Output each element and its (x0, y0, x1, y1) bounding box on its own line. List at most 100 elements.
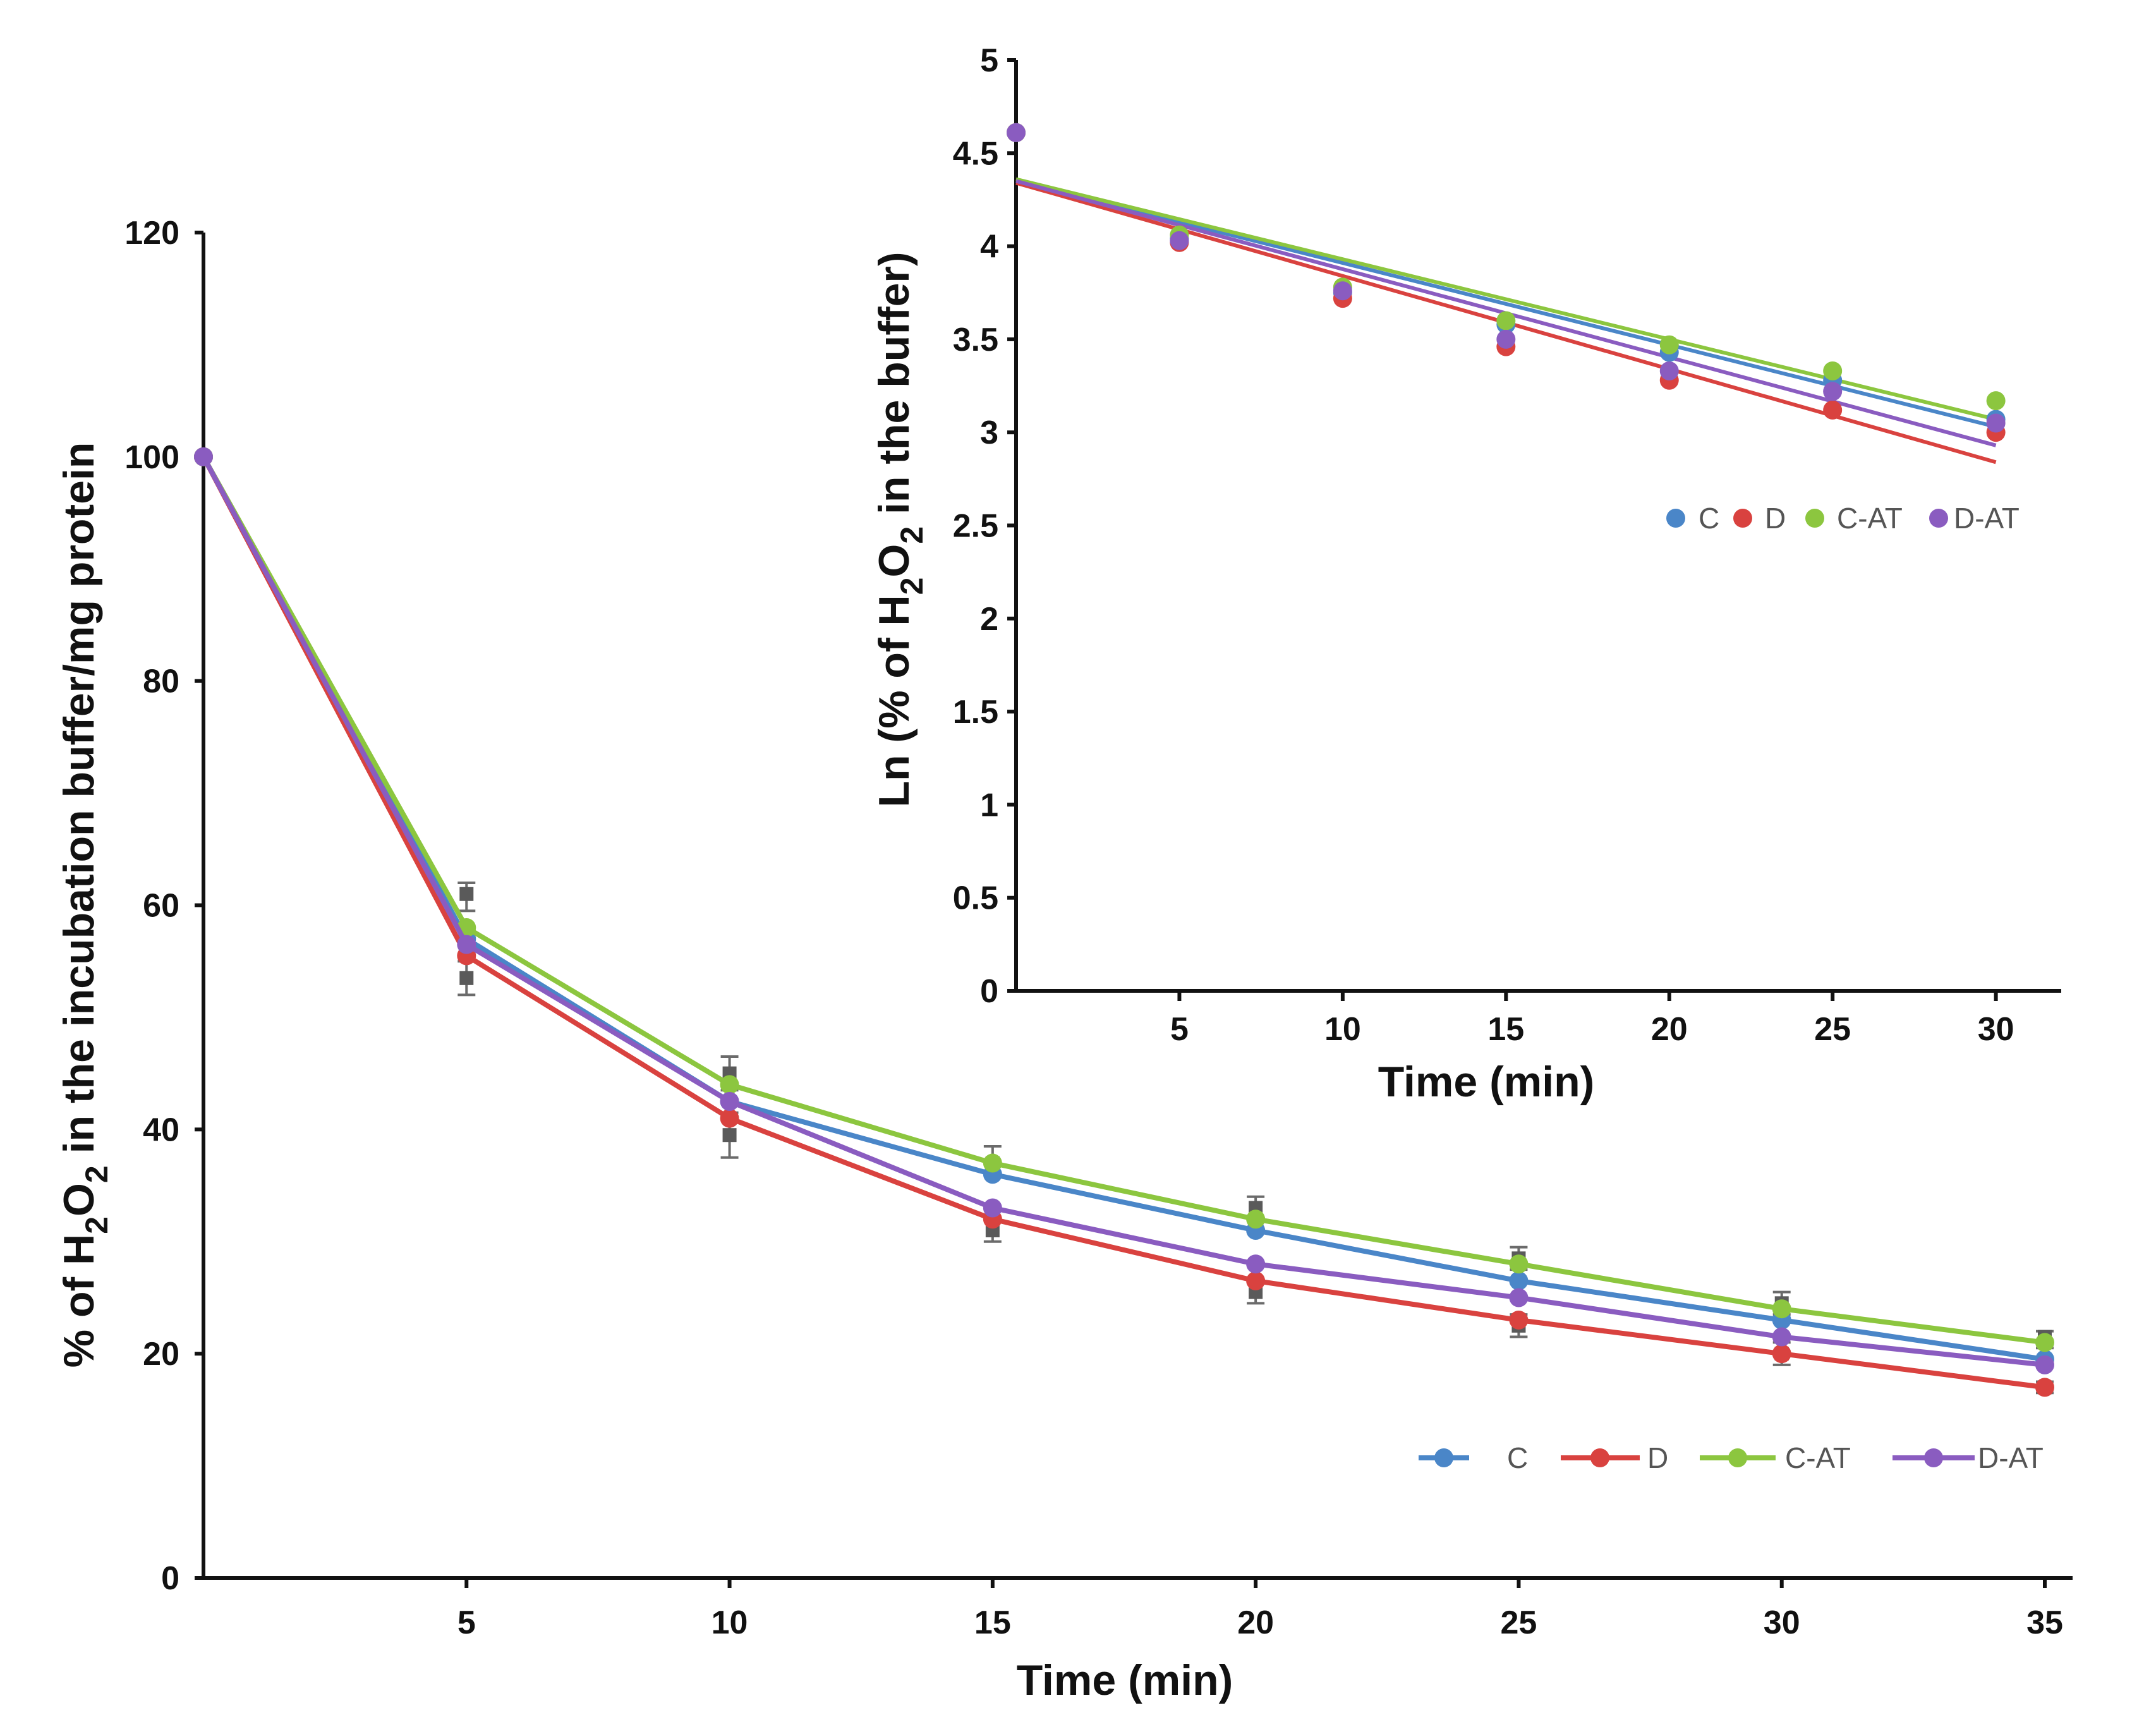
data-point-d-at (194, 447, 213, 466)
inset-legend-marker-c-at (1805, 509, 1824, 528)
data-point-d (1772, 1344, 1791, 1364)
main-legend: C D C-AT D-AT (1419, 1441, 2044, 1474)
data-point-c-at (983, 1153, 1002, 1173)
data-point-c-at (2035, 1333, 2054, 1352)
trend-line-c (1015, 179, 1997, 429)
inset-point-c-at (1659, 335, 1679, 355)
inset-y-tick-label: 0.5 (953, 880, 998, 917)
inset-legend-marker-d (1733, 509, 1752, 528)
trend-line-c-at (1015, 177, 1997, 421)
data-point-c-at (720, 1075, 739, 1094)
legend-item-d: D (1561, 1441, 1668, 1474)
inset-legend-marker-d-at (1929, 509, 1948, 528)
inset-x-ticks: 5 10 15 20 25 30 (1170, 991, 2014, 1048)
inset-legend-item-d-at: D-AT (1929, 502, 2020, 535)
data-point-d-at (1772, 1327, 1791, 1347)
inset-y-tick-label: 3 (980, 415, 998, 451)
main-x-tick-label: 20 (1237, 1604, 1274, 1641)
inset-point-d (1823, 400, 1843, 420)
series-line-d (201, 455, 2045, 1390)
data-point-d (1509, 1310, 1529, 1330)
legend-marker-d-at (1924, 1448, 1943, 1467)
main-x-tick-label: 30 (1764, 1604, 1800, 1641)
inset-legend-marker-c (1666, 509, 1685, 528)
inset-legend-item-d: D (1733, 502, 1786, 535)
main-error-bars (457, 882, 2054, 1395)
inset-y-tick-label: 4.5 (953, 135, 998, 172)
inset-legend-label-c: C (1699, 502, 1719, 535)
data-point-c-at (1509, 1254, 1529, 1274)
legend-label-d: D (1647, 1441, 1668, 1474)
inset-y-tick-label: 2.5 (953, 508, 998, 545)
data-point-d (1246, 1271, 1266, 1290)
main-x-tick-label: 25 (1501, 1604, 1537, 1641)
inset-legend-label-d-at: D-AT (1954, 502, 2020, 535)
data-point-c-at (1246, 1210, 1266, 1229)
inset-y-tick-label: 0 (980, 973, 998, 1010)
main-y-tick-label: 80 (143, 664, 179, 700)
data-point-d-at (720, 1091, 739, 1111)
inset-y-tick-label: 1.5 (953, 694, 998, 731)
legend-item-c-at: C-AT (1700, 1441, 1851, 1474)
legend-item-d-at: D-AT (1893, 1441, 2044, 1474)
data-point-d-at (457, 935, 476, 954)
main-y-axis-title: % of H2O2 in the incubation buffer/mg pr… (55, 442, 114, 1368)
legend-marker-c (1434, 1448, 1453, 1467)
main-y-tick-label: 60 (143, 888, 179, 925)
inset-x-tick-label: 15 (1487, 1011, 1524, 1048)
main-x-tick-label: 35 (2026, 1604, 2063, 1641)
inset-point-c-at (1986, 391, 2006, 411)
legend-item-c: C (1419, 1441, 1528, 1474)
main-x-axis-title: Time (min) (1017, 1656, 1233, 1704)
inset-legend-item-c-at: C-AT (1805, 502, 1903, 535)
inset-chart: 0 0.5 1 1.5 2 2.5 3 3.5 4 4.5 5 5 10 15 20 25 30 Time (… (870, 42, 2061, 1106)
error-marker (459, 887, 474, 901)
inset-point-c-at (1823, 361, 1843, 380)
main-y-tick-label: 0 (161, 1560, 179, 1597)
data-point-d-at (1509, 1288, 1529, 1307)
series-line-d-at (201, 455, 2045, 1367)
inset-y-tick-label: 2 (980, 601, 998, 638)
error-marker (722, 1128, 737, 1143)
main-x-tick-label: 5 (457, 1604, 476, 1641)
legend-label-c: C (1507, 1441, 1528, 1474)
inset-x-tick-label: 30 (1978, 1011, 2014, 1048)
data-point-d-at (1246, 1254, 1266, 1274)
data-point-d-at (2035, 1355, 2054, 1374)
series-line-c (201, 455, 2045, 1362)
inset-y-axis-title: Ln (% of H2O2 in the buffer) (870, 252, 930, 807)
inset-legend-label-d: D (1765, 502, 1786, 535)
inset-point-d-at (1496, 329, 1516, 349)
inset-point-c-at (1496, 311, 1516, 330)
legend-label-c-at: C-AT (1785, 1441, 1851, 1474)
main-series (194, 447, 2054, 1397)
data-point-d (2035, 1378, 2054, 1397)
inset-point-d-at (1659, 361, 1679, 380)
inset-point-d-at (1333, 281, 1352, 301)
inset-y-tick-label: 5 (980, 42, 998, 79)
legend-label-d-at: D-AT (1978, 1441, 2044, 1474)
inset-x-tick-label: 5 (1170, 1011, 1189, 1048)
inset-y-tick-label: 1 (980, 787, 998, 823)
data-point-c (1509, 1271, 1529, 1290)
main-y-tick-label: 40 (143, 1112, 179, 1148)
inset-y-ticks: 0 0.5 1 1.5 2 2.5 3 3.5 4 4.5 5 (953, 42, 1016, 1010)
inset-point-d-at (1007, 123, 1026, 142)
data-point-c-at (1772, 1299, 1791, 1319)
inset-point-d-at (1986, 413, 2006, 433)
inset-y-tick-label: 3.5 (953, 322, 998, 358)
inset-data-points (1007, 123, 2006, 442)
inset-x-tick-label: 20 (1651, 1011, 1688, 1048)
inset-legend-label-c-at: C-AT (1837, 502, 1903, 535)
main-y-tick-label: 120 (124, 215, 179, 252)
inset-point-d-at (1823, 382, 1843, 401)
inset-x-axis-title: Time (min) (1378, 1058, 1595, 1106)
inset-x-tick-label: 10 (1324, 1011, 1361, 1048)
main-x-tick-label: 10 (712, 1604, 748, 1641)
main-y-tick-label: 100 (124, 439, 179, 476)
series-line-c-at (201, 455, 2045, 1345)
inset-y-tick-label: 4 (980, 229, 998, 265)
legend-marker-c-at (1728, 1448, 1747, 1467)
